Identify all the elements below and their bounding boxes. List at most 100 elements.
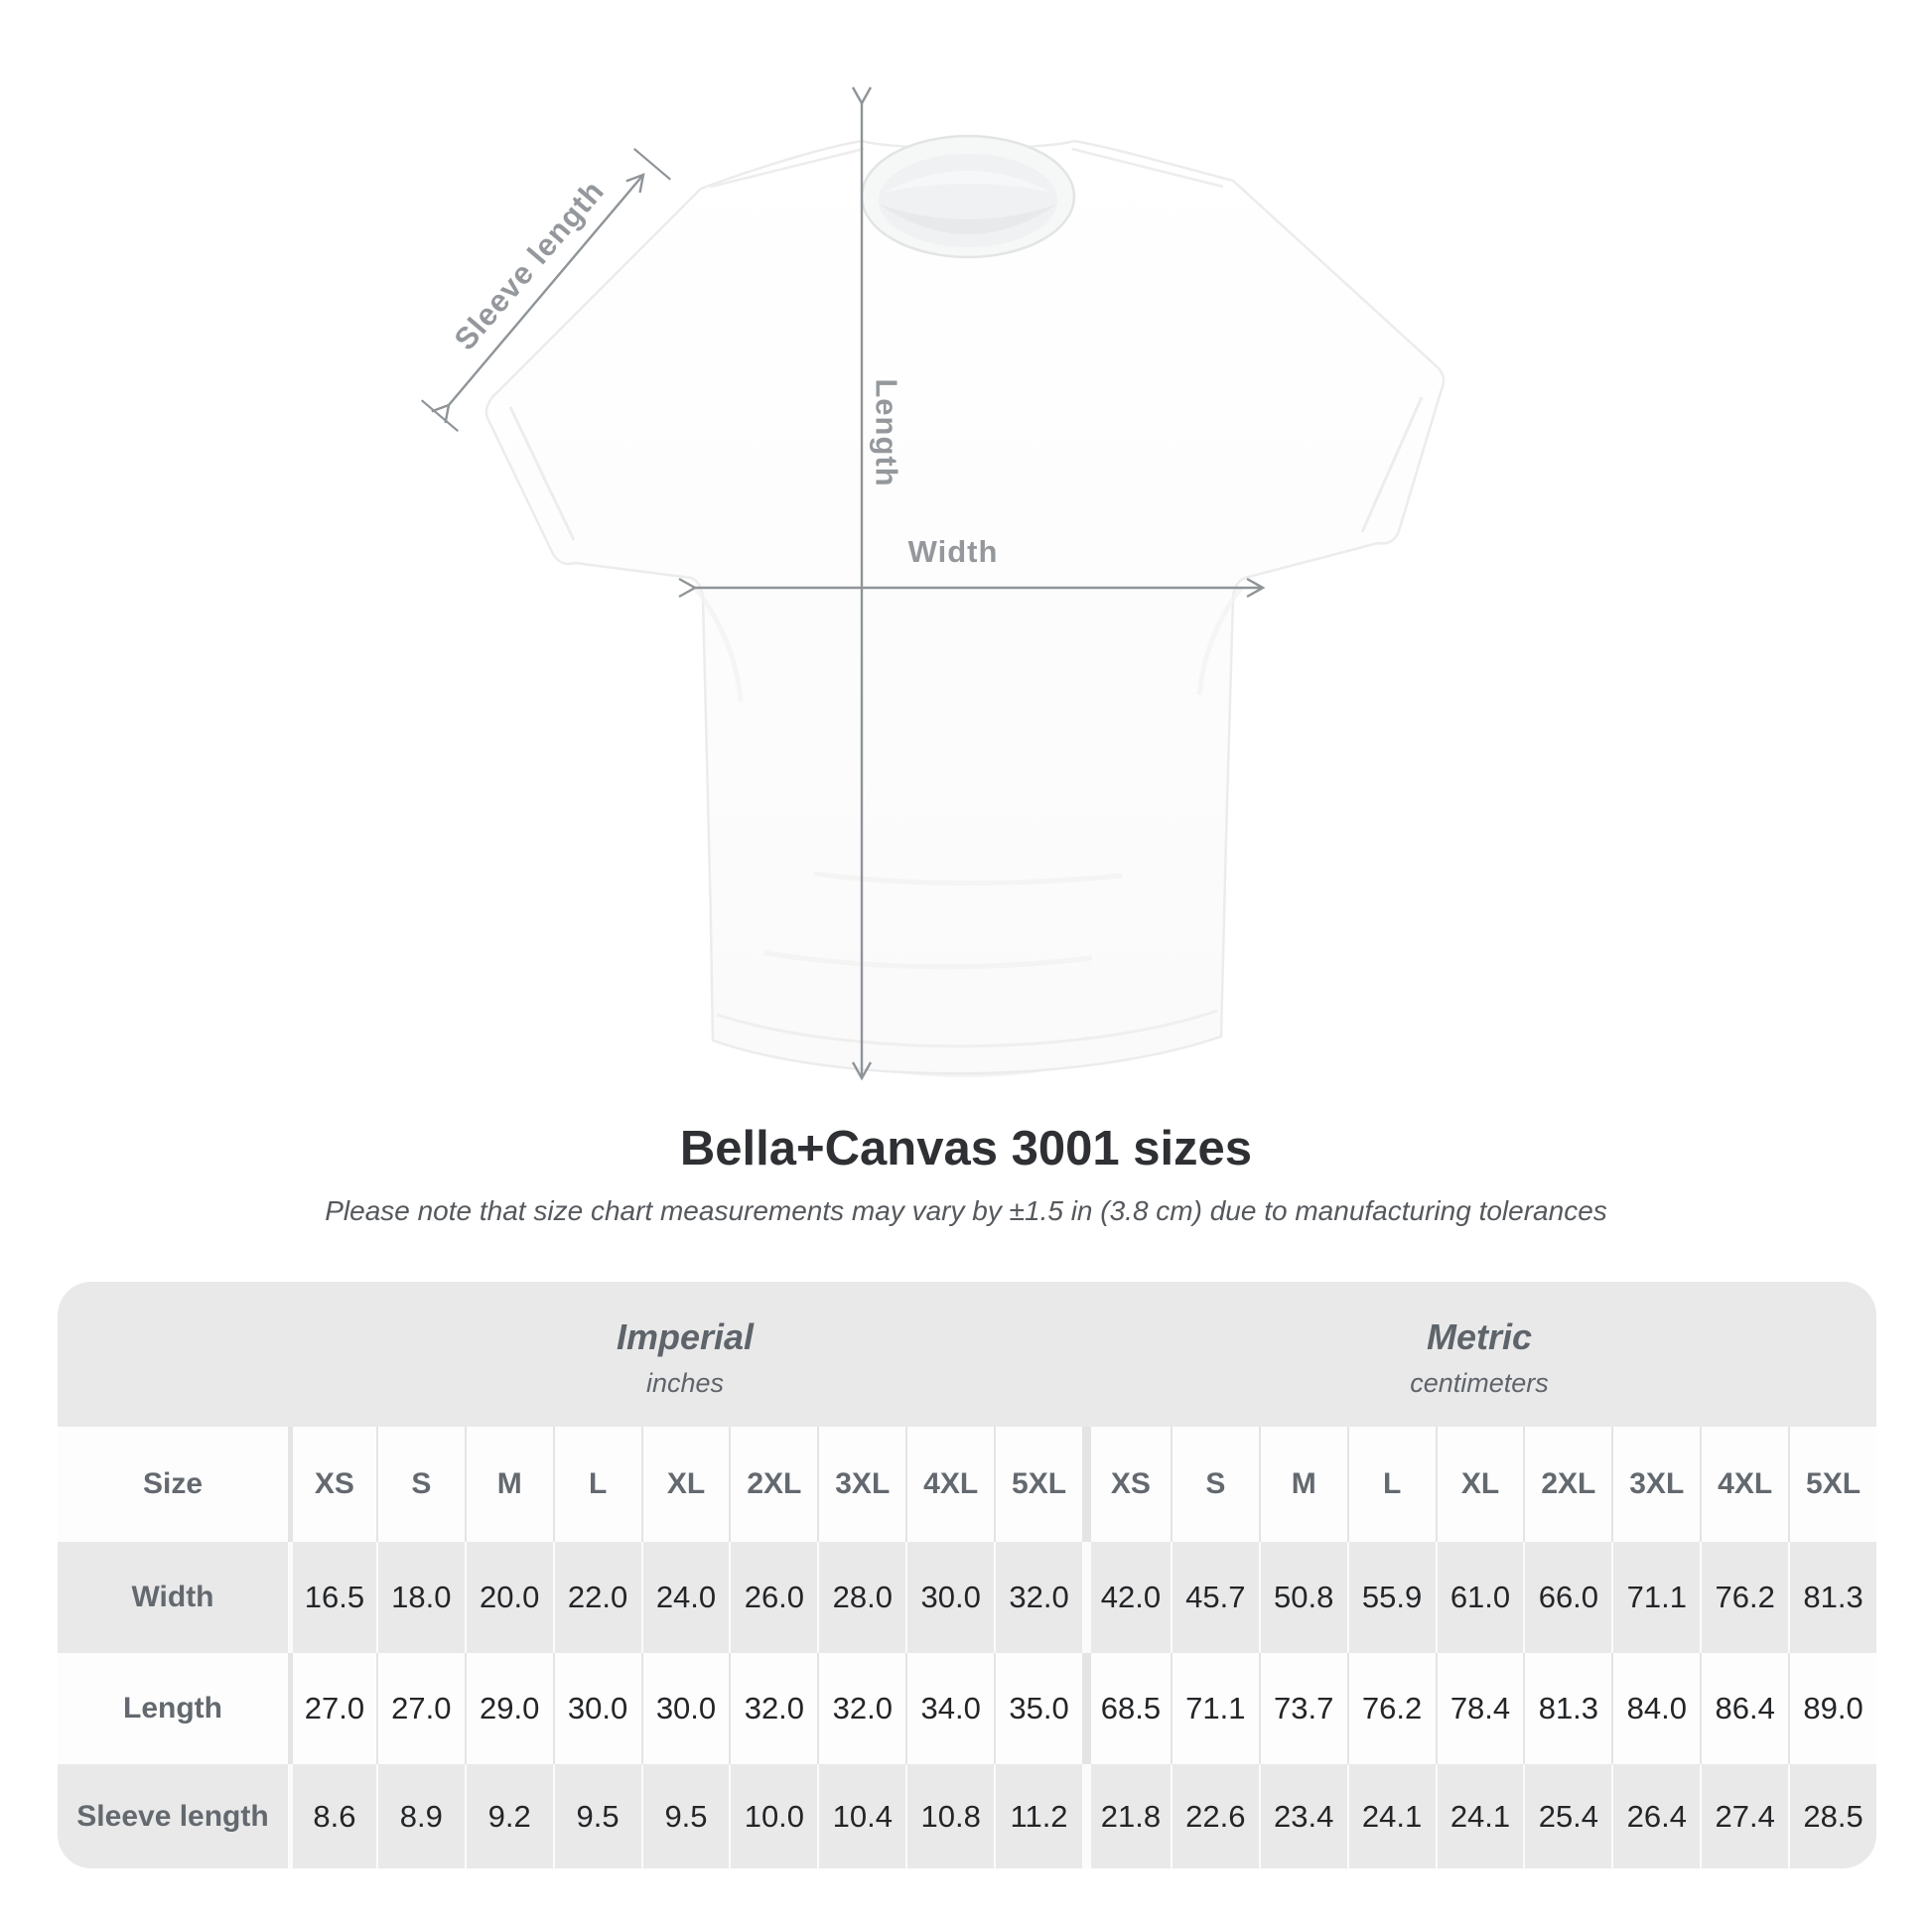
unit-band: Imperial inches Metric centimeters — [58, 1282, 1876, 1427]
size-col-header: 4XL — [1700, 1427, 1788, 1542]
value-cell: 21.8 — [1081, 1764, 1171, 1868]
size-col-header: 5XL — [994, 1427, 1082, 1542]
value-cell: 10.8 — [905, 1764, 994, 1868]
size-col-header: 3XL — [817, 1427, 905, 1542]
value-cell: 23.4 — [1258, 1764, 1347, 1868]
value-cell: 16.5 — [288, 1542, 376, 1653]
page-subtitle: Please note that size chart measurements… — [325, 1195, 1607, 1226]
value-cell: 24.1 — [1435, 1764, 1524, 1868]
value-cell: 26.0 — [729, 1542, 817, 1653]
size-col-header: L — [552, 1427, 641, 1542]
value-cell: 26.4 — [1611, 1764, 1700, 1868]
size-table: Imperial inches Metric centimeters Size … — [58, 1282, 1876, 1868]
value-cell: 76.2 — [1700, 1542, 1788, 1653]
size-col-header: M — [464, 1427, 553, 1542]
value-cell: 24.1 — [1346, 1764, 1436, 1868]
size-col-header: XS — [1081, 1427, 1171, 1542]
value-cell: 27.0 — [375, 1653, 465, 1764]
size-header-row: Size XS S M L XL 2XL 3XL 4XL 5XL XS S M … — [58, 1427, 1876, 1542]
value-cell: 50.8 — [1258, 1542, 1347, 1653]
value-cell: 30.0 — [640, 1653, 730, 1764]
sleeve-length-tick-end — [632, 147, 672, 181]
width-row: Width 16.5 18.0 20.0 22.0 24.0 26.0 28.0… — [58, 1542, 1876, 1653]
tshirt-hem-stitch — [716, 1009, 1218, 1048]
value-cell: 20.0 — [464, 1542, 553, 1653]
size-col-header: XL — [1435, 1427, 1524, 1542]
collar-inner-shadow — [880, 205, 1056, 234]
tshirt-wrinkles — [693, 586, 1244, 970]
tshirt-cuff-seams — [508, 396, 1424, 541]
row-label-width: Width — [131, 1581, 214, 1613]
value-cell: 86.4 — [1700, 1653, 1788, 1764]
value-cell: 9.5 — [552, 1764, 641, 1868]
size-header-cell: Size — [142, 1467, 204, 1500]
value-cell: 89.0 — [1788, 1653, 1876, 1764]
value-cell: 68.5 — [1081, 1653, 1171, 1764]
value-cell: 55.9 — [1346, 1542, 1436, 1653]
length-label: Length — [870, 378, 904, 486]
size-col-header: S — [1170, 1427, 1259, 1542]
tshirt-shoulder-seams — [710, 147, 1224, 189]
sleeve-length-row: Sleeve length 8.6 8.9 9.2 9.5 9.5 10.0 1… — [58, 1764, 1876, 1868]
value-cell: 84.0 — [1611, 1653, 1700, 1764]
value-cell: 76.2 — [1346, 1653, 1436, 1764]
value-cell: 9.5 — [640, 1764, 730, 1868]
value-cell: 30.0 — [905, 1542, 994, 1653]
size-col-header: 2XL — [729, 1427, 817, 1542]
metric-group-header: Metric centimeters — [1082, 1282, 1876, 1427]
value-cell: 8.6 — [288, 1764, 376, 1868]
width-label: Width — [908, 534, 999, 569]
size-col-header: XL — [640, 1427, 730, 1542]
value-cell: 32.0 — [994, 1542, 1082, 1653]
size-col-header: 2XL — [1523, 1427, 1611, 1542]
value-cell: 35.0 — [994, 1653, 1082, 1764]
row-label-sleeve-length: Sleeve length — [76, 1799, 269, 1833]
metric-group-unit: centimeters — [1410, 1368, 1549, 1398]
value-cell: 8.9 — [375, 1764, 465, 1868]
value-cell: 27.4 — [1700, 1764, 1788, 1868]
value-cell: 81.3 — [1788, 1542, 1876, 1653]
value-cell: 22.6 — [1170, 1764, 1259, 1868]
row-label-length: Length — [123, 1692, 222, 1725]
value-cell: 78.4 — [1435, 1653, 1524, 1764]
value-cell: 32.0 — [729, 1653, 817, 1764]
value-cell: 22.0 — [552, 1542, 641, 1653]
value-cell: 61.0 — [1435, 1542, 1524, 1653]
value-cell: 9.2 — [464, 1764, 553, 1868]
size-col-header: 3XL — [1611, 1427, 1700, 1542]
imperial-group-name: Imperial — [616, 1316, 755, 1357]
value-cell: 10.4 — [817, 1764, 905, 1868]
page-title: Bella+Canvas 3001 sizes — [679, 1122, 1253, 1175]
value-cell: 45.7 — [1170, 1542, 1259, 1653]
tshirt-measurement-diagram: Length Width Sleeve length — [420, 86, 1446, 1081]
value-cell: 81.3 — [1523, 1653, 1611, 1764]
value-cell: 71.1 — [1611, 1542, 1700, 1653]
value-cell: 42.0 — [1081, 1542, 1171, 1653]
value-cell: 29.0 — [464, 1653, 553, 1764]
value-cell: 10.0 — [729, 1764, 817, 1868]
value-cell: 73.7 — [1258, 1653, 1347, 1764]
value-cell: 24.0 — [640, 1542, 730, 1653]
size-col-header: M — [1258, 1427, 1347, 1542]
size-col-header: L — [1346, 1427, 1436, 1542]
value-cell: 27.0 — [288, 1653, 376, 1764]
value-cell: 25.4 — [1523, 1764, 1611, 1868]
value-cell: 30.0 — [552, 1653, 641, 1764]
value-cell: 71.1 — [1170, 1653, 1259, 1764]
value-cell: 32.0 — [817, 1653, 905, 1764]
imperial-group-header: Imperial inches — [288, 1282, 1082, 1427]
value-cell: 18.0 — [375, 1542, 465, 1653]
sleeve-length-arrow — [431, 173, 645, 424]
length-row: Length 27.0 27.0 29.0 30.0 30.0 32.0 32.… — [58, 1653, 1876, 1764]
value-cell: 28.5 — [1788, 1764, 1876, 1868]
value-cell: 34.0 — [905, 1653, 994, 1764]
tshirt-body — [484, 139, 1446, 1075]
value-cell: 11.2 — [994, 1764, 1082, 1868]
metric-group-name: Metric — [1426, 1316, 1533, 1357]
size-col-header: XS — [288, 1427, 376, 1542]
size-col-header: 4XL — [905, 1427, 994, 1542]
sleeve-length-tick-start — [420, 399, 460, 433]
size-col-header: S — [375, 1427, 465, 1542]
collar-back-light — [884, 171, 1052, 193]
